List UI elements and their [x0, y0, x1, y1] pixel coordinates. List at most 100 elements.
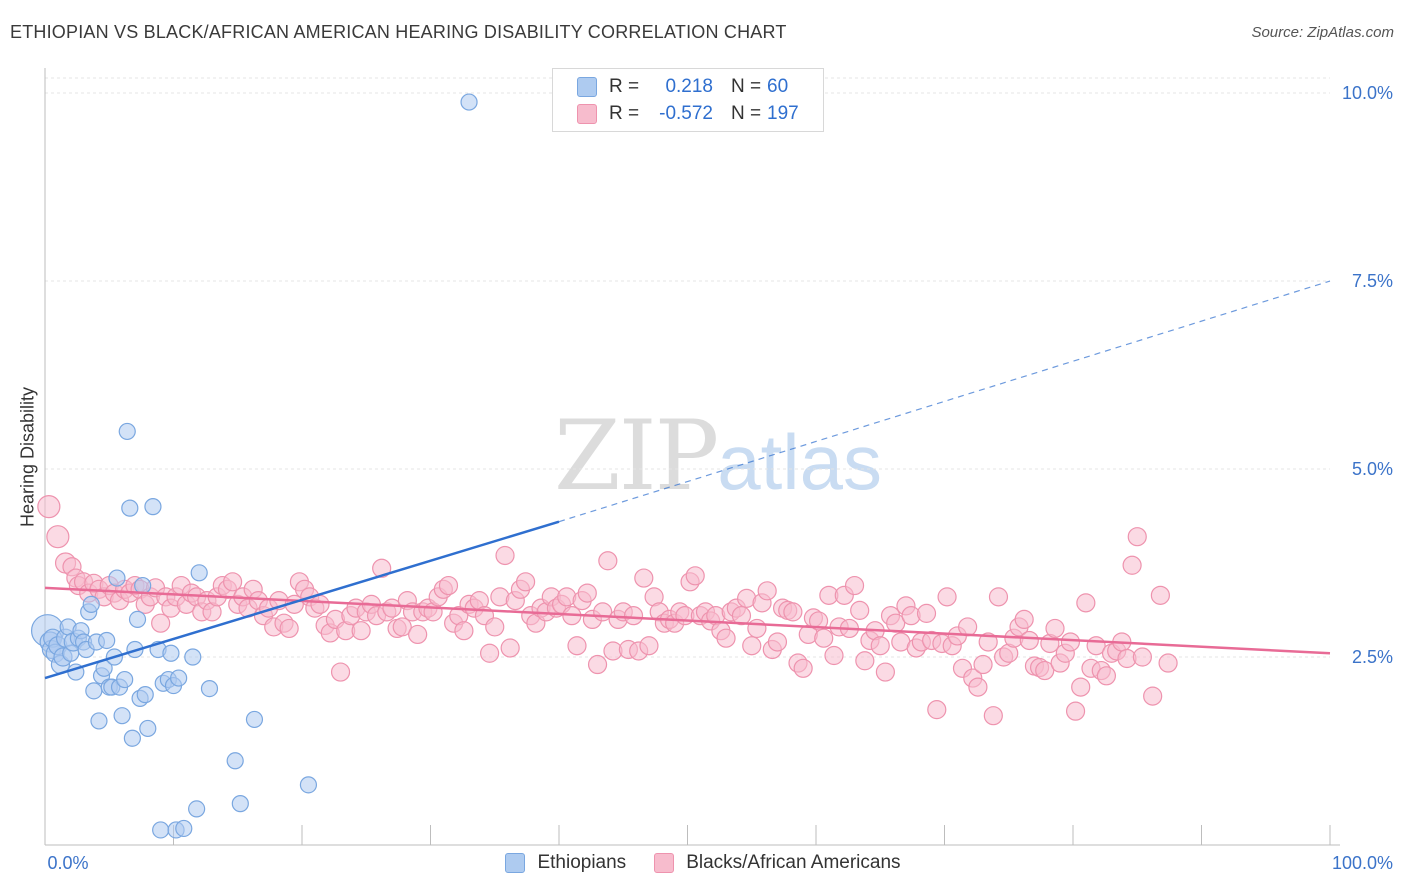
y-tick-label: 10.0% — [1342, 83, 1393, 103]
point-blacks — [577, 583, 597, 603]
point-blacks — [1127, 527, 1147, 547]
point-blacks — [223, 572, 243, 592]
point-blacks — [623, 606, 644, 626]
x-tick-label-start: 0.0% — [47, 853, 88, 873]
point-blacks — [844, 575, 865, 596]
point-blacks — [983, 706, 1003, 726]
legend-label-blacks: Blacks/African Americans — [686, 852, 901, 873]
point-blacks — [567, 636, 587, 656]
point-ethiopians — [144, 498, 162, 516]
point-blacks — [46, 525, 70, 549]
source-label: Source: ZipAtlas.com — [1251, 24, 1394, 41]
point-blacks — [716, 628, 736, 648]
point-ethiopians — [108, 569, 126, 587]
point-ethiopians — [116, 670, 134, 689]
point-blacks — [968, 677, 988, 697]
point-blacks — [495, 545, 515, 566]
x-tick-label-end: 100.0% — [1332, 853, 1393, 873]
point-blacks — [1150, 585, 1170, 605]
point-ethiopians — [175, 819, 193, 838]
series-legend: Ethiopians Blacks/African Americans — [0, 852, 1406, 874]
chart-title: ETHIOPIAN VS BLACK/AFRICAN AMERICAN HEAR… — [10, 22, 787, 42]
point-ethiopians — [152, 821, 170, 839]
legend-row-blacks: R = -0.572 N = 197 — [577, 101, 799, 127]
n-label: N = — [731, 103, 762, 124]
point-blacks — [1143, 686, 1163, 706]
point-blacks — [500, 638, 520, 658]
point-blacks — [480, 643, 500, 663]
legend-swatch-blacks — [654, 853, 675, 873]
point-ethiopians — [226, 752, 244, 770]
point-blacks — [685, 566, 705, 586]
point-ethiopians — [170, 669, 188, 687]
point-blacks — [870, 636, 890, 656]
point-blacks — [37, 495, 61, 519]
y-tick-label: 7.5% — [1352, 271, 1393, 291]
point-blacks — [850, 600, 870, 620]
point-ethiopians — [123, 729, 141, 747]
point-blacks — [937, 587, 957, 607]
point-blacks — [351, 621, 371, 641]
point-ethiopians — [85, 682, 103, 700]
legend-swatch-blacks — [577, 104, 597, 124]
point-blacks — [1014, 609, 1034, 630]
r-value: 0.218 — [665, 76, 713, 97]
point-blacks — [310, 594, 330, 614]
legend-item-blacks[interactable]: Blacks/African Americans — [654, 852, 901, 874]
point-blacks — [742, 636, 762, 656]
point-blacks — [927, 700, 947, 720]
legend-swatch-ethiopians — [577, 77, 597, 97]
point-blacks — [855, 651, 875, 671]
point-blacks — [747, 618, 767, 639]
y-axis-label: Hearing Disability — [17, 386, 38, 528]
point-blacks — [1096, 666, 1117, 686]
legend-item-ethiopians[interactable]: Ethiopians — [505, 852, 626, 874]
point-blacks — [1076, 593, 1096, 613]
point-blacks — [382, 598, 402, 618]
trend-line-ethiopians — [44, 520, 560, 680]
point-blacks — [1071, 677, 1091, 697]
point-blacks — [438, 575, 459, 596]
point-ethiopians — [121, 499, 139, 517]
point-ethiopians — [188, 800, 206, 818]
watermark: ZIPatlas — [554, 400, 882, 512]
correlation-legend: R = 0.218 N = 60 R = -0.572 N = 197 — [552, 68, 824, 132]
legend-swatch-ethiopians — [505, 853, 526, 873]
point-blacks — [485, 617, 505, 637]
point-ethiopians — [118, 422, 136, 441]
r-label: R = — [609, 103, 640, 124]
point-blacks — [731, 606, 752, 626]
point-blacks — [1019, 630, 1039, 651]
point-ethiopians — [113, 707, 131, 725]
legend-row-ethiopians: R = 0.218 N = 60 — [577, 74, 788, 100]
point-blacks — [392, 617, 412, 637]
point-blacks — [330, 662, 351, 682]
r-value: -0.572 — [659, 103, 713, 124]
point-blacks — [978, 632, 998, 652]
point-blacks — [808, 611, 829, 631]
point-ethiopians — [139, 719, 157, 738]
point-blacks — [783, 602, 803, 622]
point-blacks — [767, 632, 788, 652]
point-blacks — [757, 581, 777, 601]
point-ethiopians — [90, 712, 108, 730]
point-ethiopians — [200, 679, 219, 698]
trend-line-blacks — [44, 586, 1331, 655]
point-ethiopians — [460, 93, 478, 111]
y-tick-label: 5.0% — [1352, 459, 1393, 479]
point-ethiopians — [162, 644, 180, 662]
point-blacks — [372, 558, 392, 578]
point-blacks — [639, 636, 659, 656]
point-blacks — [634, 568, 654, 588]
y-tick-label: 2.5% — [1352, 647, 1393, 667]
point-ethiopians — [184, 648, 202, 666]
point-blacks — [279, 618, 299, 639]
point-blacks — [454, 621, 474, 641]
point-blacks — [1158, 653, 1178, 673]
watermark-atlas: atlas — [717, 418, 882, 506]
point-ethiopians — [134, 576, 152, 595]
point-blacks — [408, 624, 428, 645]
watermark-zip: ZIP — [554, 400, 719, 512]
n-value: 60 — [767, 76, 789, 97]
point-ethiopians — [82, 595, 100, 613]
